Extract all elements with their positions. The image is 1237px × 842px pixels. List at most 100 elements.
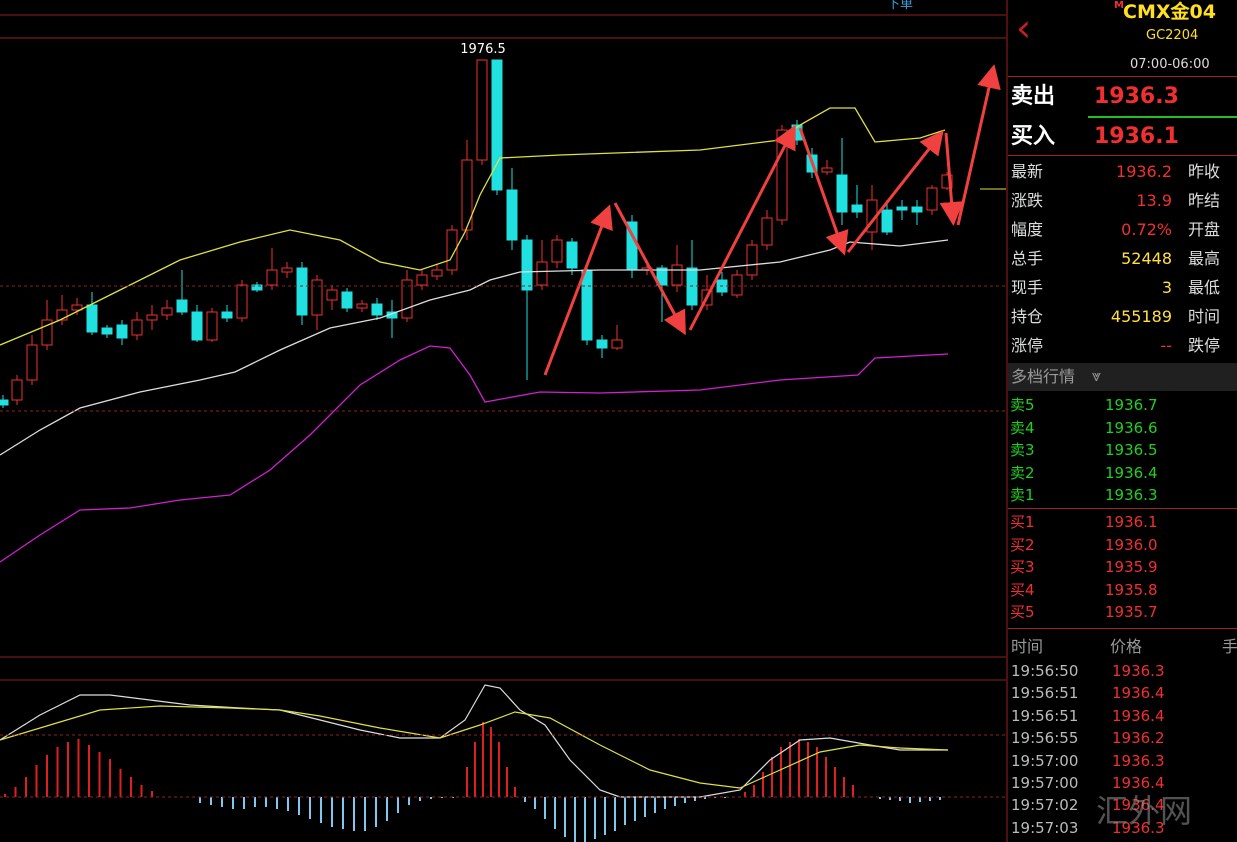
ask-price: 1936.5 xyxy=(1105,441,1158,460)
quote-label: 卖出 xyxy=(1011,84,1056,109)
depth-header-bg xyxy=(1008,363,1237,391)
candle-body xyxy=(416,274,428,286)
candle-body xyxy=(296,267,308,316)
stat-label: 昨结 xyxy=(1188,191,1221,210)
candle-body xyxy=(11,379,23,401)
quote-price: 1936.3 xyxy=(1094,84,1179,109)
candle-body xyxy=(401,279,413,319)
candle-body xyxy=(536,261,548,286)
bid-label: 买1 xyxy=(1010,513,1035,531)
trade-header: 手 xyxy=(1222,637,1237,656)
stat-label: 幅度 xyxy=(1011,220,1044,239)
candle-body xyxy=(476,59,488,161)
bid-label: 买4 xyxy=(1010,580,1035,599)
trade-price: 1936.3 xyxy=(1112,818,1165,837)
ask-price: 1936.7 xyxy=(1105,396,1158,414)
trade-time: 19:57:03 xyxy=(1011,818,1079,837)
ask-label: 卖5 xyxy=(1010,396,1035,414)
stat-label: 最新 xyxy=(1011,162,1044,181)
trade-price: 1936.4 xyxy=(1112,796,1165,815)
candle-body xyxy=(86,304,98,333)
stat-value: 0.72% xyxy=(1121,220,1172,239)
candle-body xyxy=(101,327,113,335)
candle-body xyxy=(0,399,9,406)
stat-label: 总手 xyxy=(1011,249,1044,268)
stat-label: 涨停 xyxy=(1011,336,1044,355)
bid-label: 买2 xyxy=(1010,535,1035,554)
candle-body xyxy=(236,284,248,319)
candle-body xyxy=(746,244,758,276)
candle-body xyxy=(41,319,53,346)
instrument-session: 07:00-06:00 xyxy=(1130,57,1210,72)
candle-body xyxy=(851,204,863,213)
candle-body xyxy=(926,187,938,211)
arrows xyxy=(543,64,1001,376)
candle-body xyxy=(311,279,323,316)
candle-body xyxy=(491,59,503,191)
stat-label: 跌停 xyxy=(1188,336,1221,355)
stat-label: 涨跌 xyxy=(1011,191,1044,210)
macd xyxy=(4,722,941,842)
trade-price: 1936.2 xyxy=(1112,729,1165,748)
candle-body xyxy=(131,319,143,336)
boll-upper xyxy=(0,107,946,346)
quote-price: 1936.1 xyxy=(1094,124,1179,149)
candle-body xyxy=(56,309,68,321)
quote-panel: ‹ M CMX金04 GC2204 07:00-06:00 卖出 1936.3 买入 1936.… xyxy=(1008,0,1237,842)
candle-body xyxy=(941,174,953,189)
candle-body xyxy=(506,189,518,241)
stat-label: 时间 xyxy=(1188,307,1221,326)
candle-body xyxy=(761,217,773,246)
trade-time: 19:56:50 xyxy=(1011,662,1079,680)
boll-lower xyxy=(0,345,949,563)
separator xyxy=(1088,116,1237,118)
stat-value: 3 xyxy=(1161,278,1172,297)
candle-body xyxy=(281,267,293,273)
order-button[interactable]: 下单 xyxy=(887,0,913,12)
candle-body xyxy=(26,344,38,381)
candle-body xyxy=(581,269,593,341)
candle-body xyxy=(656,267,668,286)
ask-price: 1936.6 xyxy=(1105,418,1158,437)
trade-price: 1936.3 xyxy=(1112,751,1165,770)
stat-label: 现手 xyxy=(1011,278,1044,297)
candle-body xyxy=(191,311,203,341)
candle-body xyxy=(161,307,173,316)
candle-body xyxy=(896,206,908,211)
trade-time: 19:56:51 xyxy=(1011,684,1079,703)
bid-price: 1935.9 xyxy=(1105,558,1158,577)
candle-body xyxy=(881,209,893,233)
candle-body xyxy=(461,159,473,231)
candle-body xyxy=(266,269,278,286)
trade-header: 价格 xyxy=(1110,637,1143,656)
quote-label: 买入 xyxy=(1011,124,1056,149)
candle-body xyxy=(671,264,683,286)
bid-price: 1936.0 xyxy=(1105,535,1158,554)
separator xyxy=(1008,508,1237,509)
instrument-code: GC2204 xyxy=(1146,28,1199,43)
macd-dif xyxy=(0,684,948,798)
separator xyxy=(1008,76,1237,77)
ask-price: 1936.4 xyxy=(1105,463,1158,482)
trade-time: 19:56:51 xyxy=(1011,706,1079,725)
candle-body xyxy=(836,174,848,213)
candle-body xyxy=(326,289,338,301)
depth-toggle[interactable]: ⩔ xyxy=(1092,366,1102,385)
ask-label: 卖4 xyxy=(1010,418,1035,437)
high-label: 1976.5 xyxy=(460,42,506,57)
candle-body xyxy=(596,339,608,349)
back-button[interactable]: ‹ xyxy=(1016,6,1032,50)
candle-body xyxy=(911,206,923,213)
stat-label: 昨收 xyxy=(1188,162,1221,181)
stat-value: -- xyxy=(1160,336,1172,355)
trade-time: 19:57:02 xyxy=(1011,796,1079,815)
bid-price: 1935.7 xyxy=(1105,603,1158,622)
trade-price: 1936.4 xyxy=(1112,684,1165,703)
separator xyxy=(1008,155,1237,156)
candle-body xyxy=(731,274,743,296)
bid-price: 1935.8 xyxy=(1105,580,1158,599)
candles xyxy=(0,59,953,408)
market-flag: M xyxy=(1114,0,1124,11)
stat-label: 最高 xyxy=(1188,249,1221,268)
